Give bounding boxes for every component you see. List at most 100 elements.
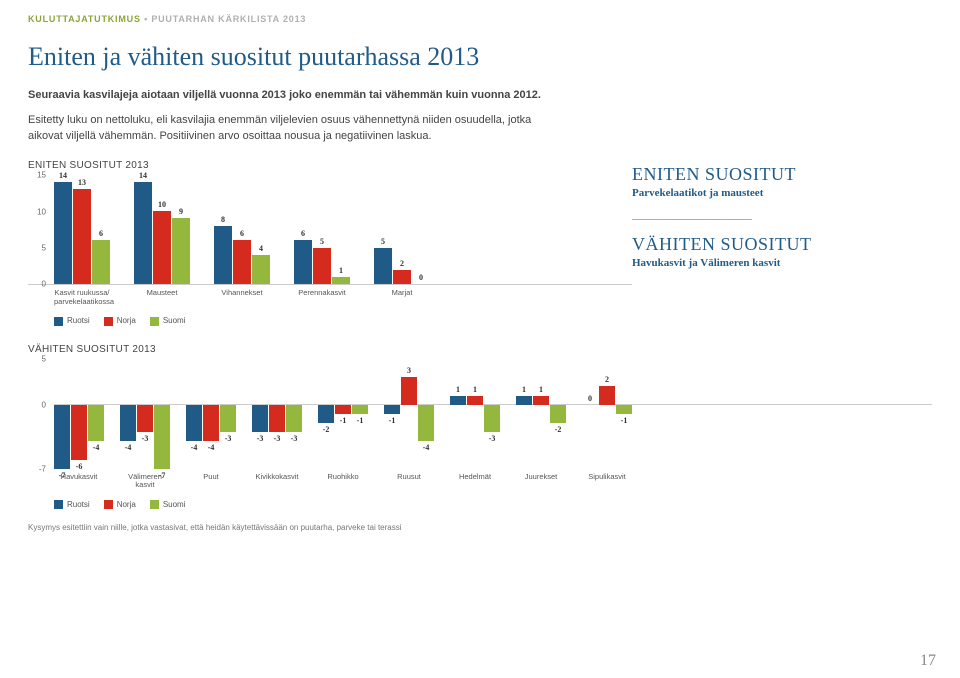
category-label: Perennakasvit [294,289,350,306]
bar: -3 [484,405,500,433]
bar-group: -7-6-4 [54,359,104,469]
lead-paragraph: Seuraavia kasvilajeja aiotaan viljellä v… [28,88,548,103]
bar: 1 [467,396,483,405]
bar-group: -4-4-3 [186,359,236,469]
legend-item: Suomi [150,500,186,509]
bar: 1 [332,277,350,284]
bar: 5 [313,248,331,285]
bar-group: 02-1 [582,359,632,469]
legend-swatch [54,317,63,326]
legend-swatch [150,500,159,509]
bar: -6 [71,405,87,460]
bar: -4 [418,405,434,442]
bar-group: -4-3-7 [120,359,170,469]
category-label: Kivikkokasvit [252,473,302,490]
page-number: 17 [920,652,936,670]
bar-group: 14136 [54,182,110,285]
breadcrumb-rest: PUUTARHAN KÄRKILISTA 2013 [151,14,306,24]
bar-group: -2-1-1 [318,359,368,469]
breadcrumb: KULUTTAJATUTKIMUS • PUUTARHAN KÄRKILISTA… [28,14,932,24]
category-label: Puut [186,473,236,490]
bar: 2 [393,270,411,285]
category-label: Hedelmät [450,473,500,490]
bar: -7 [154,405,170,469]
callout-top-sub: Parvekelaatikot ja mausteet [632,187,932,199]
bar: 5 [374,248,392,285]
bar: -7 [54,405,70,469]
bar-group: 651 [294,240,350,284]
bar: 4 [252,255,270,284]
legend-item: Ruotsi [54,500,90,509]
bar: -2 [550,405,566,423]
legend-top: Ruotsi Norja Suomi [54,316,632,325]
callout-bot-title: VÄHITEN SUOSITUT [632,234,932,255]
category-label: Vihannekset [214,289,270,306]
legend-swatch [104,500,113,509]
category-label: Ruohikko [318,473,368,490]
category-label: Ruusut [384,473,434,490]
bar-group: -13-4 [384,359,434,469]
bar: -1 [384,405,400,414]
chart-top: 0510151413614109864651520Kasvit ruukussa… [28,175,632,306]
bar: -3 [220,405,236,433]
bar-group: 864 [214,226,270,285]
bar: 6 [233,240,251,284]
chart-top-plot: 0510151413614109864651520 [28,175,632,285]
bar: 3 [401,377,417,405]
bar: 1 [533,396,549,405]
bar-group: 14109 [134,182,190,285]
legend-item: Ruotsi [54,316,90,325]
category-label: Kasvit ruukussa/ parvekelaatikossa [54,289,110,306]
bar: -3 [252,405,268,433]
bar: 8 [214,226,232,285]
callout-bot-sub: Havukasvit ja Välimeren kasvit [632,257,932,269]
legend-bot: Ruotsi Norja Suomi [54,500,932,509]
chart-bot-label: VÄHITEN SUOSITUT 2013 [28,344,932,355]
bar-group: 11-2 [516,359,566,469]
bar: -4 [88,405,104,442]
legend-swatch [104,317,113,326]
bar: -3 [286,405,302,433]
category-label: Marjat [374,289,430,306]
legend-swatch [150,317,159,326]
bar: 6 [294,240,312,284]
chart-bot: -705-7-6-4-4-3-7-4-4-3-3-3-3-2-1-1-13-41… [28,359,932,490]
bar: -3 [269,405,285,433]
legend-swatch [54,500,63,509]
footnote: Kysymys esitettiin vain niille, jotka va… [28,523,932,532]
category-label: Juurekset [516,473,566,490]
page-title: Eniten ja vähiten suositut puutarhassa 2… [28,42,932,72]
chart-top-label: ENITEN SUOSITUT 2013 [28,160,632,171]
bar: -1 [335,405,351,414]
bar: -2 [318,405,334,423]
bar: 13 [73,189,91,284]
bar: -1 [352,405,368,414]
bar-group: 11-3 [450,359,500,469]
legend-item: Norja [104,316,136,325]
bar: 6 [92,240,110,284]
bar: -4 [203,405,219,442]
bar: 14 [54,182,72,285]
bar: -1 [616,405,632,414]
legend-item: Suomi [150,316,186,325]
category-label: Mausteet [134,289,190,306]
bar-group: 520 [374,248,430,285]
breadcrumb-accent: KULUTTAJATUTKIMUS [28,14,141,24]
callout-top-title: ENITEN SUOSITUT [632,164,932,185]
chart-bot-plot: -705-7-6-4-4-3-7-4-4-3-3-3-3-2-1-1-13-41… [28,359,932,469]
bar: -4 [186,405,202,442]
category-label: Sipulikasvit [582,473,632,490]
callout: ENITEN SUOSITUT Parvekelaatikot ja maust… [632,154,932,289]
bar-group: -3-3-3 [252,359,302,469]
bar: 10 [153,211,171,284]
lead-bold: Seuraavia kasvilajeja aiotaan viljellä v… [28,89,541,101]
bar: 9 [172,218,190,284]
bar: 1 [516,396,532,405]
callout-rule [632,219,752,220]
bar: -4 [120,405,136,442]
bar: 14 [134,182,152,285]
legend-item: Norja [104,500,136,509]
lead-paragraph-2: Esitetty luku on nettoluku, eli kasvilaj… [28,113,548,144]
bar: 2 [599,386,615,404]
bar: -3 [137,405,153,433]
